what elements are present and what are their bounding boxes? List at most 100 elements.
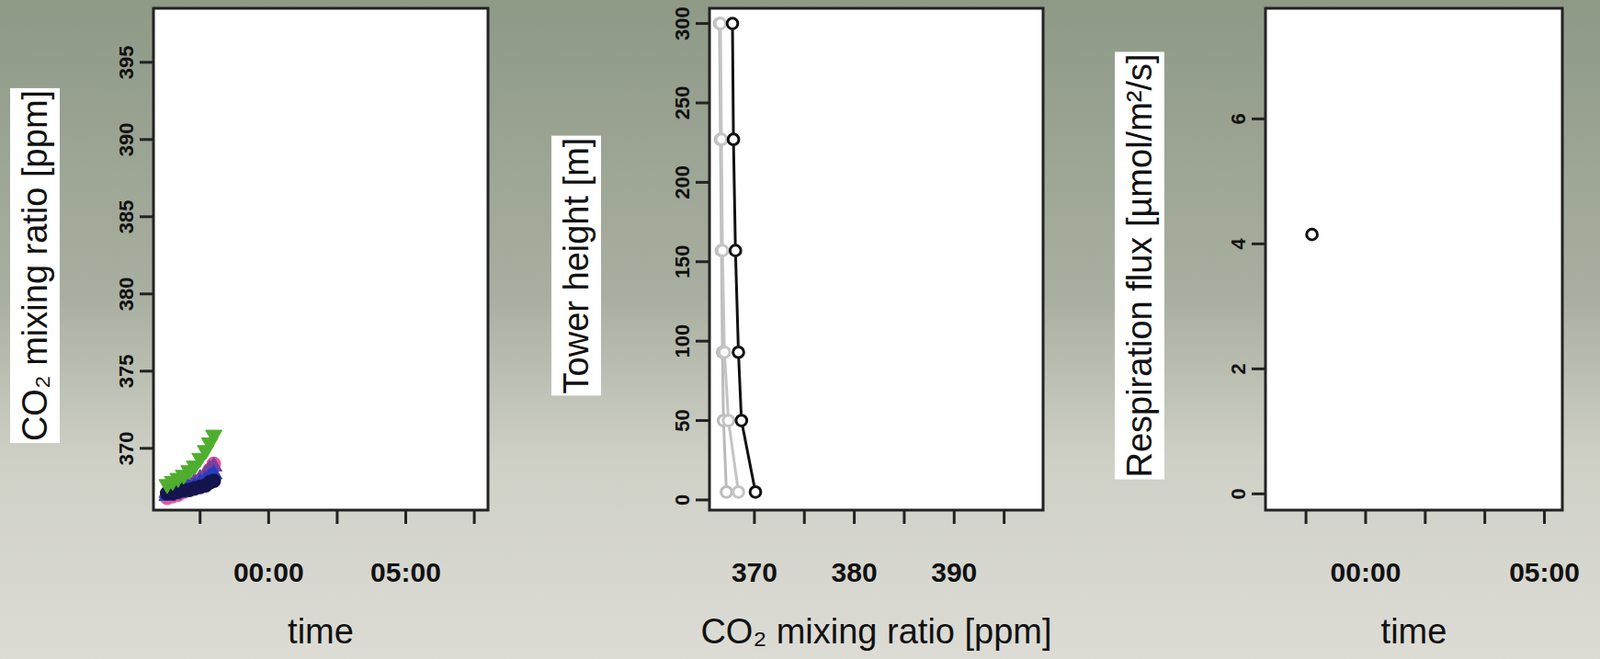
y-tick-label: 200 [671, 165, 695, 200]
point [205, 430, 223, 444]
y-tick-label: 6 [1227, 113, 1251, 125]
x-tick [198, 510, 202, 524]
y-tick [695, 260, 710, 263]
x-tick-label: 380 [831, 556, 878, 588]
y-title-group: Respiration flux [µmol/m²/s] [1114, 51, 1165, 479]
x-tick [1423, 510, 1427, 524]
y-tick-label: 100 [671, 324, 695, 359]
point [721, 486, 733, 498]
point [733, 486, 745, 498]
point [1306, 228, 1318, 240]
y-tick-label: 380 [115, 276, 139, 311]
y-title-box [1114, 51, 1165, 479]
y-tick-label: 0 [671, 494, 695, 506]
x-tick-label: 00:00 [1330, 556, 1402, 588]
y-title-group: CO₂ mixing ratio [ppm] [10, 88, 60, 443]
y-tick [139, 446, 154, 450]
x-tick-label: 05:00 [1509, 556, 1580, 588]
y-tick [695, 101, 710, 104]
plot-frame [709, 8, 1044, 511]
y-tick [1251, 117, 1266, 121]
point [715, 134, 727, 146]
y-tick [139, 60, 154, 64]
x-axis-title: time [287, 612, 354, 651]
y-tick [1251, 242, 1266, 246]
y-tick-label: 375 [115, 353, 139, 388]
y-tick-label: 395 [115, 45, 139, 80]
y-axis-title: Respiration flux [µmol/m²/s] [1120, 53, 1159, 477]
plot-frame [153, 8, 488, 511]
y-tick-label: 250 [671, 86, 695, 121]
x-tick [852, 510, 856, 524]
y-axis-title: CO₂ mixing ratio [ppm] [15, 90, 55, 442]
x-tick [953, 510, 956, 524]
plot-area [709, 8, 1044, 511]
y-tick-label: 0 [1227, 487, 1251, 500]
x-axis-title: time [1381, 612, 1448, 651]
x-tick [803, 510, 806, 524]
y-tick-label: 370 [115, 431, 139, 466]
point [723, 415, 735, 427]
y-tick-label: 385 [115, 199, 139, 234]
plot-area [153, 8, 488, 511]
point [726, 18, 738, 30]
x-tick [335, 510, 339, 524]
y-tick [695, 340, 710, 343]
y-tick-label: 390 [115, 122, 139, 157]
data-group [714, 18, 761, 498]
point [716, 245, 728, 257]
data-group [158, 430, 223, 505]
plot-area [1265, 8, 1563, 511]
y-tick-label: 50 [671, 408, 695, 432]
x-tick-label: 05:00 [370, 556, 442, 588]
x-tick-label: 00:00 [233, 556, 305, 588]
y-title-box [10, 88, 60, 443]
point [733, 346, 745, 358]
series-line [732, 23, 756, 493]
y-tick [1251, 492, 1266, 496]
x-tick-label: 370 [731, 556, 778, 588]
y-axis-title: Tower height [m] [556, 137, 596, 395]
x-tick-label: 390 [930, 556, 977, 588]
x-tick [752, 510, 756, 524]
point [749, 486, 761, 498]
y-title-box [551, 136, 602, 397]
x-tick [1304, 510, 1308, 524]
y-tick-label: 300 [671, 6, 695, 41]
data-group [1306, 228, 1318, 240]
x-tick [404, 510, 408, 524]
y-tick [695, 419, 710, 422]
x-axis-title: CO₂ mixing ratio [ppm] [700, 612, 1052, 651]
y-tick-label: 150 [671, 244, 695, 279]
x-tick [1363, 510, 1367, 524]
y-tick [139, 137, 154, 141]
y-tick [695, 498, 710, 501]
plot-frame [1265, 8, 1563, 511]
point [736, 415, 748, 427]
point [729, 245, 741, 257]
x-tick [1483, 510, 1487, 524]
background [0, 0, 1600, 659]
panel: 370 380 390 0 50 100 150 200 250 300 CO₂ mixing ra… [551, 6, 1053, 651]
y-tick-label: 2 [1227, 363, 1251, 375]
y-tick [139, 292, 154, 296]
x-tick [1543, 510, 1546, 524]
chart-root: 00:00 05:00 370 375 380 385 390 395 time CO₂ mixi… [0, 0, 1600, 659]
y-tick [139, 215, 154, 218]
y-tick [695, 181, 710, 184]
x-tick [267, 510, 271, 524]
y-tick-label: 4 [1227, 237, 1251, 250]
point [714, 18, 727, 30]
y-tick [1251, 367, 1266, 371]
x-tick [902, 510, 906, 524]
point [206, 474, 220, 488]
panel: 00:00 05:00 0 2 4 6 time Respiration flux [µmol… [1114, 8, 1580, 651]
point [727, 134, 739, 146]
y-tick [139, 369, 154, 373]
y-tick [695, 22, 710, 25]
panel: 00:00 05:00 370 375 380 385 390 395 time CO₂ mixi… [10, 8, 488, 651]
x-tick [473, 510, 477, 524]
x-tick [1002, 510, 1006, 524]
y-title-group: Tower height [m] [551, 136, 602, 397]
point [718, 346, 730, 358]
